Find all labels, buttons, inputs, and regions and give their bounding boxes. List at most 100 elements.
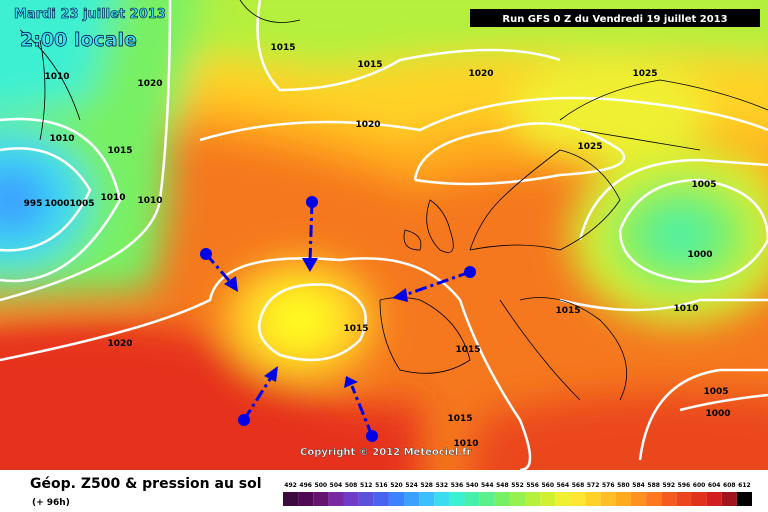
isobar-label: 1015 [357,60,382,70]
scale-label: 548 [496,482,509,489]
isobar-label: 1010 [673,304,698,314]
scale-label: 512 [360,482,373,489]
scale-swatch [615,492,631,506]
scale-label: 552 [511,482,524,489]
scale-label: 588 [647,482,660,489]
scale-swatch [630,492,647,506]
scale-label: 516 [375,482,388,489]
scale-label: 560 [541,482,554,489]
run-info: Run GFS 0 Z du Vendredi 19 juillet 2013 [502,14,727,25]
arrow-ends [200,196,476,442]
isobar-label: 1015 [343,324,368,334]
legend-subtitle: (+ 96h) [32,498,70,508]
scale-label: 564 [557,482,570,489]
isobar-label: 1005 [703,387,728,397]
scale-label: 596 [678,482,691,489]
scale-label: 604 [708,482,721,489]
scale-label: 500 [315,482,328,489]
isobar-label: 1005 [691,180,716,190]
scale-swatch [706,492,722,506]
scale-swatch [585,492,601,506]
isobar-label: 1010 [49,134,74,144]
scale-swatch [464,492,480,506]
isobar-label: 1010 [453,439,478,449]
scale-label: 556 [526,482,539,489]
scale-swatch [646,492,662,506]
scale-label: 580 [617,482,630,489]
isobar-label: 1020 [468,69,493,79]
scale-swatch [313,492,329,506]
scale-label: 612 [738,482,751,489]
scale-label: 576 [602,482,615,489]
isobar-label: 1010 [137,196,162,206]
scale-label: 608 [723,482,736,489]
scale-label: 532 [436,482,449,489]
scale-swatch [540,492,556,506]
scale-label: 520 [390,482,403,489]
scale-label: 592 [663,482,676,489]
scale-swatch [449,492,465,506]
isobar-label: 1025 [632,69,657,79]
scale-swatch [721,492,737,506]
isobar-label: 1020 [107,339,132,349]
scale-swatch [479,492,495,506]
local-time: 2:00 locale [20,29,137,51]
isobars [0,0,768,470]
scale-label: 504 [330,482,343,489]
isobar-label: 1000 [687,250,712,260]
scale-label: 496 [299,482,312,489]
scale-label: 492 [284,482,297,489]
legend-title: Géop. Z500 & pression au sol [30,476,262,492]
isobar-label: 1015 [555,306,580,316]
scale-swatch [555,492,571,506]
scale-swatch [283,492,299,506]
run-box [470,9,760,27]
scale-swatch [661,492,677,506]
scale-label: 540 [466,482,479,489]
scale-swatch [419,492,435,506]
scale-swatch [600,492,616,506]
isobar-label: 1000 [44,199,69,209]
scale-label: 528 [420,482,433,489]
scale-swatch [328,492,344,506]
copyright: Copyright © 2012 Meteociel.fr [300,447,471,458]
isobar-labels: 1015 1015 1020 1025 1010 1020 1020 1010 1015 1025… [24,43,731,449]
scale-swatch [691,492,707,506]
scale-label: 584 [632,482,645,489]
scale-swatch [525,492,541,506]
scale-swatch [494,492,510,506]
isobar-label: 1015 [107,146,132,156]
scale-swatch [298,492,314,506]
scale-swatch [570,492,586,506]
isobar-label: 1010 [100,193,125,203]
scale-label: 524 [405,482,418,489]
color-scale: 492 496 500 504 508 512 516 520 524 528 532 536 540 5… [283,482,752,506]
scale-label: 536 [451,482,464,489]
isobar-label: 1010 [44,72,69,82]
date: Mardi 23 juillet 2013 [14,7,166,22]
scale-label: 568 [572,482,585,489]
scale-swatch [343,492,359,506]
scale-label: 572 [587,482,600,489]
scale-swatch [373,492,389,506]
scale-label: 544 [481,482,494,489]
scale-swatch [676,492,692,506]
isobar-label: 1020 [137,79,162,89]
scale-swatch [434,492,450,506]
isobar-label: 995 [24,199,43,209]
scale-swatch [388,492,405,506]
scale-swatch [404,492,420,506]
scale-label: 508 [345,482,358,489]
scale-swatch [358,492,374,506]
scale-swatch [736,492,752,506]
isobar-label: 1015 [455,345,480,355]
isobar-label: 1015 [447,414,472,424]
isobar-label: 1015 [270,43,295,53]
isobar-label: 1020 [355,120,380,130]
coastlines [19,0,768,401]
scale-label: 600 [693,482,706,489]
isobar-label: 1005 [69,199,94,209]
scale-swatch [509,492,526,506]
